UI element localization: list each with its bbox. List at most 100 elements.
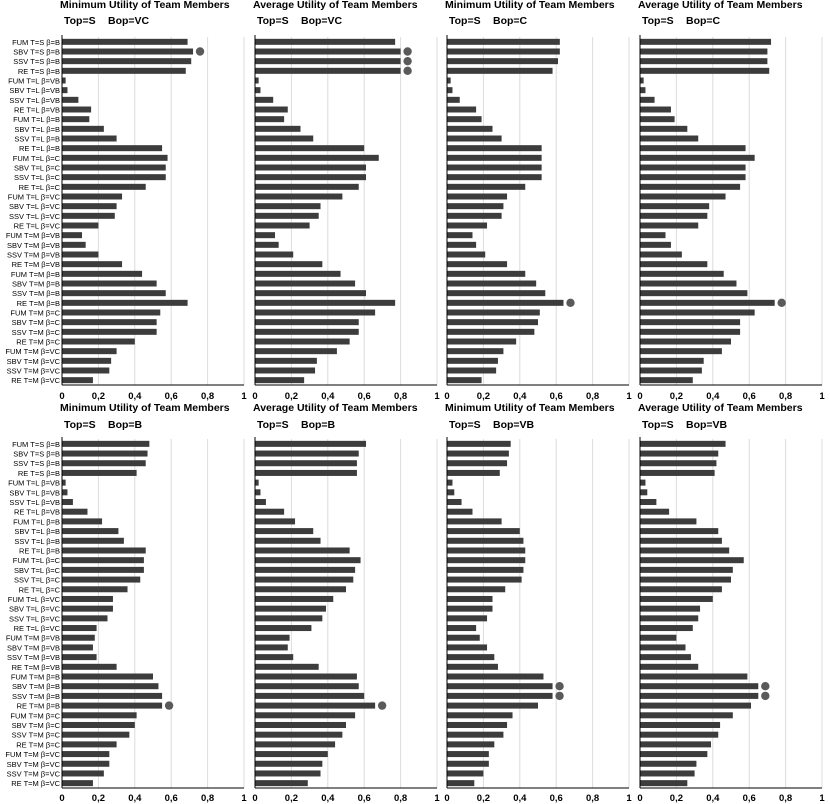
bar [62, 586, 128, 593]
top-label: Top=S [257, 419, 289, 431]
bar [255, 261, 323, 268]
best-marker [761, 682, 770, 691]
x-tick-label: 0,6 [550, 793, 563, 804]
category-label: FUM T=S β=B [12, 440, 60, 449]
bar [640, 116, 675, 123]
bar [640, 489, 648, 496]
bar [447, 731, 504, 738]
category-label: FUM T=M β=B [11, 270, 60, 279]
bop-label: Bop=VB [686, 419, 728, 431]
bar [255, 299, 396, 306]
bop-label: Bop=B [108, 419, 143, 431]
category-label: RE T=L β=VC [14, 624, 61, 633]
category-label: SSV T=M β=C [12, 731, 61, 740]
chart-panel-8: Average Utility of Team Members Top=S Bop=… [637, 402, 825, 804]
bar [447, 38, 560, 45]
bar [255, 38, 396, 45]
x-tick-label: 0,4 [513, 391, 527, 402]
bar [255, 222, 310, 229]
bar [255, 702, 376, 709]
category-label: RE T=M β=C [16, 338, 60, 347]
bar [62, 270, 143, 277]
bar [640, 232, 666, 239]
bar [62, 469, 137, 476]
bar [62, 96, 79, 103]
top-label: Top=S [64, 15, 96, 27]
category-label: SSV T=M β=VC [7, 769, 61, 778]
bar [447, 241, 477, 248]
category-label: SSV T=S β=B [13, 459, 60, 468]
category-label: SSV T=M β=C [12, 328, 61, 337]
category-label: SSV T=L β=C [14, 173, 61, 182]
category-label: SBV T=L β=C [14, 566, 61, 575]
bar [640, 479, 646, 486]
x-tick-label: 0,8 [586, 793, 599, 804]
bar [62, 67, 186, 74]
best-marker [195, 47, 205, 56]
category-label: SSV T=M β=VB [7, 653, 60, 662]
category-label: FUM T=L β=B [13, 517, 60, 526]
bop-label: Bop=C [493, 15, 528, 27]
x-tick-label: 0,4 [706, 391, 720, 402]
bar [447, 135, 502, 142]
x-tick-label: 0,6 [165, 793, 178, 804]
category-label: RE T=M β=B [17, 702, 60, 711]
bar [447, 261, 508, 268]
bar [62, 770, 104, 777]
bar [640, 508, 670, 515]
bar [447, 183, 526, 190]
bar [62, 508, 88, 515]
bar [255, 780, 308, 787]
bar [447, 270, 526, 277]
bar [640, 605, 701, 612]
category-label: FUM T=M β=B [11, 673, 60, 682]
bar [447, 760, 489, 767]
x-tick-label: 0,2 [670, 391, 683, 402]
bar [255, 469, 357, 476]
bar [447, 338, 517, 345]
bar [640, 309, 755, 316]
bar [640, 96, 655, 103]
bar [62, 518, 103, 525]
bar [640, 183, 741, 190]
bar [447, 751, 489, 758]
x-tick-label: 0 [252, 793, 257, 804]
category-label: SBV T=M β=C [12, 318, 61, 327]
category-label: RE T=L β=VC [14, 222, 61, 231]
bar [447, 469, 500, 476]
bar [255, 625, 312, 632]
category-label: RE T=S β=B [18, 469, 60, 478]
bar [447, 702, 538, 709]
bar [255, 760, 323, 767]
bar [640, 683, 759, 690]
bop-label: Bop=VC [301, 15, 343, 27]
bar [447, 348, 504, 355]
bop-label: Bop=B [301, 419, 336, 431]
bar [255, 440, 367, 447]
category-label: SBV T=M β=C [12, 721, 61, 730]
bar [255, 251, 294, 258]
bar [62, 780, 93, 787]
category-label: SSV T=M β=VC [7, 367, 61, 376]
bar [255, 154, 379, 161]
bar [447, 741, 495, 748]
x-tick-label: 0 [59, 391, 64, 402]
bar [640, 77, 644, 84]
category-label: RE T=L β=VB [14, 106, 60, 115]
category-label: FUM T=M β=C [10, 309, 60, 318]
category-label: SSV T=M β=B [12, 692, 60, 701]
bar [62, 106, 92, 113]
bar [640, 440, 726, 447]
x-tick-label: 0 [59, 793, 64, 804]
x-tick-label: 0 [444, 391, 449, 402]
bar [447, 299, 564, 306]
bar [447, 625, 477, 632]
bar [447, 712, 513, 719]
bar [640, 299, 775, 306]
bar [62, 692, 163, 699]
bar [62, 751, 110, 758]
bar [62, 280, 157, 287]
category-label: SBV T=L β=B [14, 125, 60, 134]
bar [255, 566, 356, 573]
